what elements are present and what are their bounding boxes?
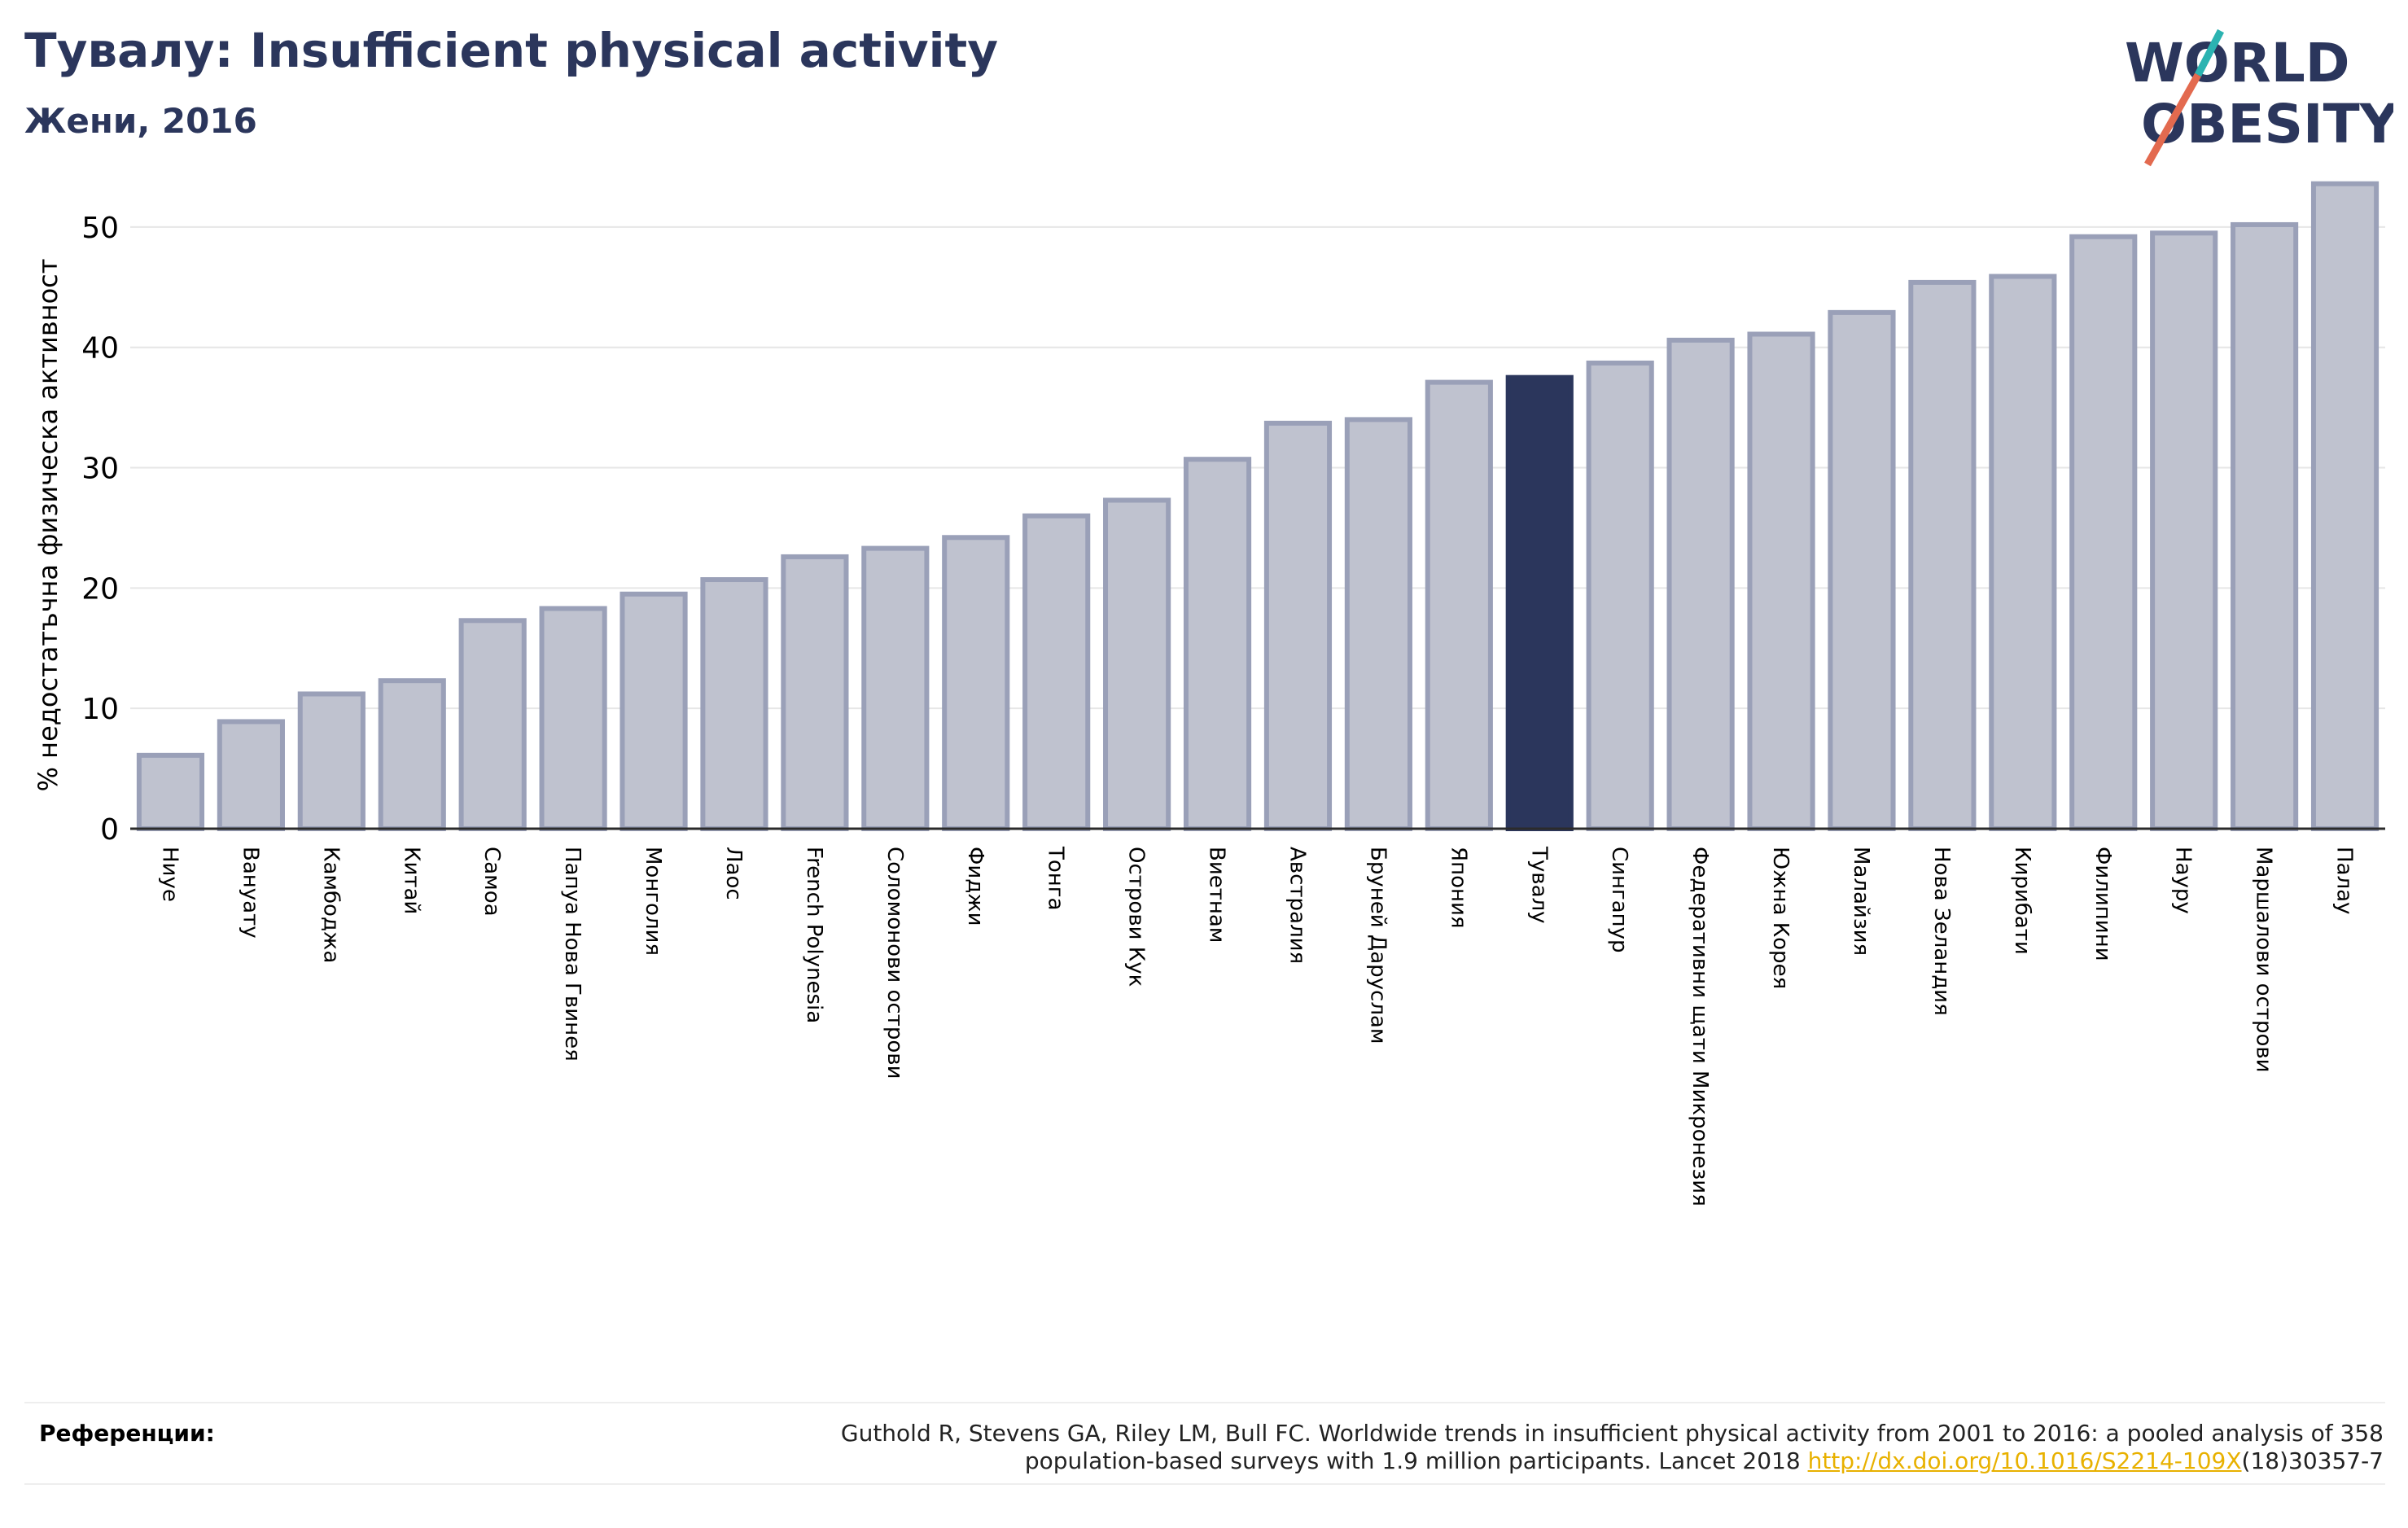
x-tick-label: Сингапур: [1607, 847, 1631, 953]
bar: [136, 752, 205, 832]
y-axis-label: % недостатъчна физическа активност: [33, 259, 63, 792]
bars: [136, 181, 2380, 832]
y-tick-label: 10: [81, 693, 119, 726]
references-divider-bottom: [24, 1483, 2385, 1485]
bar: [539, 606, 607, 831]
chart-subtitle: Жени, 2016: [24, 101, 257, 141]
x-tick-label: Маршалови острови: [2252, 847, 2276, 1073]
reference-line-2-post: (18)30357-7: [2241, 1447, 2384, 1474]
bar: [458, 618, 527, 831]
world-obesity-logo: WORLD OBESITY: [2125, 28, 2393, 167]
logo-line1: WORLD: [2125, 32, 2350, 94]
bar: [1022, 513, 1091, 831]
x-tick-label: Соломонови острови: [882, 847, 907, 1079]
x-tick-label: Виетнам: [1205, 847, 1229, 943]
bar: [1505, 374, 1574, 831]
x-tick-label: Филипини: [2091, 847, 2115, 961]
bar: [1666, 337, 1735, 832]
x-axis-labels: Ниуе Вануату Камбоджа Китай Самоа Папуа Нова …: [157, 846, 2356, 1206]
reference-line-2: population-based surveys with 1.9 millio…: [511, 1447, 2384, 1475]
x-tick-label: Вануату: [238, 847, 262, 939]
y-tick-label: 40: [81, 332, 119, 366]
bar: [1586, 360, 1654, 831]
references-label: Референции:: [39, 1420, 215, 1447]
bar: [1747, 331, 1815, 831]
x-tick-label: French Polynesia: [802, 847, 826, 1023]
references-text: Guthold R, Stevens GA, Riley LM, Bull FC…: [511, 1420, 2384, 1475]
x-tick-label: Кирибати: [2010, 847, 2034, 955]
x-tick-label: Лаос: [721, 847, 746, 900]
x-tick-label: Япония: [1446, 847, 1470, 929]
bar: [1183, 457, 1252, 831]
references-divider-top: [24, 1402, 2385, 1403]
bar: [942, 535, 1010, 832]
x-tick-label: Малайзия: [1849, 847, 1873, 956]
bar: [2069, 234, 2138, 831]
reference-doi-link[interactable]: http://dx.doi.org/10.1016/S2214-109X: [1807, 1447, 2242, 1474]
logo-slash-teal: [2195, 28, 2224, 77]
y-tick-label: 30: [81, 453, 119, 486]
x-tick-label: Острови Кук: [1124, 847, 1149, 987]
bar-chart: 0 10 20 30 40 50 Ниуе Вануату Камбоджа Китай Само…: [33, 181, 2385, 1206]
bar: [1989, 274, 2057, 832]
bar: [781, 554, 849, 831]
bar: [1344, 417, 1412, 831]
bar: [1103, 497, 1171, 831]
x-tick-label: Палау: [2332, 847, 2357, 914]
x-tick-label: Монголия: [641, 847, 665, 956]
bar: [620, 591, 688, 831]
x-tick-label: Южна Корея: [1768, 847, 1793, 989]
y-tick-label: 20: [81, 572, 119, 606]
x-tick-label: Ниуе: [157, 847, 182, 902]
x-tick-label: Австралия: [1285, 847, 1309, 964]
chart-title: Тувалу: Insufficient physical activity: [24, 23, 999, 78]
x-tick-label: Тувалу: [1526, 846, 1551, 924]
x-tick-label: Китай: [399, 847, 423, 914]
bar: [1908, 279, 1977, 831]
reference-line-1: Guthold R, Stevens GA, Riley LM, Bull FC…: [840, 1420, 2384, 1447]
logo-slash-red: [2144, 72, 2201, 167]
bar: [2150, 230, 2218, 831]
bar: [861, 545, 930, 831]
y-axis-ticks: 0 10 20 30 40 50: [81, 212, 119, 847]
x-tick-label: Бруней Даруслам: [1365, 847, 1390, 1044]
bar: [1263, 420, 1333, 831]
bar: [217, 719, 285, 832]
bar: [1828, 309, 1896, 831]
reference-line-2-pre: population-based surveys with 1.9 millio…: [1024, 1447, 1808, 1474]
bar: [2310, 181, 2380, 832]
x-tick-label: Самоа: [479, 847, 504, 917]
bar: [297, 691, 366, 832]
bar: [378, 678, 446, 832]
x-tick-label: Папуа Нова Гвинея: [560, 847, 584, 1062]
x-tick-label: Тонга: [1044, 846, 1068, 910]
x-tick-label: Фиджи: [963, 847, 987, 926]
x-tick-label: Камбоджа: [318, 847, 343, 963]
x-tick-label: Науру: [2171, 847, 2196, 914]
bar: [1425, 379, 1493, 831]
x-tick-label: Нова Зеландия: [1929, 847, 1954, 1016]
bar: [700, 577, 768, 831]
bar: [2231, 221, 2299, 832]
x-tick-label: Федеративни щати Микронезия: [1688, 847, 1712, 1206]
y-tick-label: 0: [100, 813, 119, 847]
y-tick-label: 50: [81, 212, 119, 245]
